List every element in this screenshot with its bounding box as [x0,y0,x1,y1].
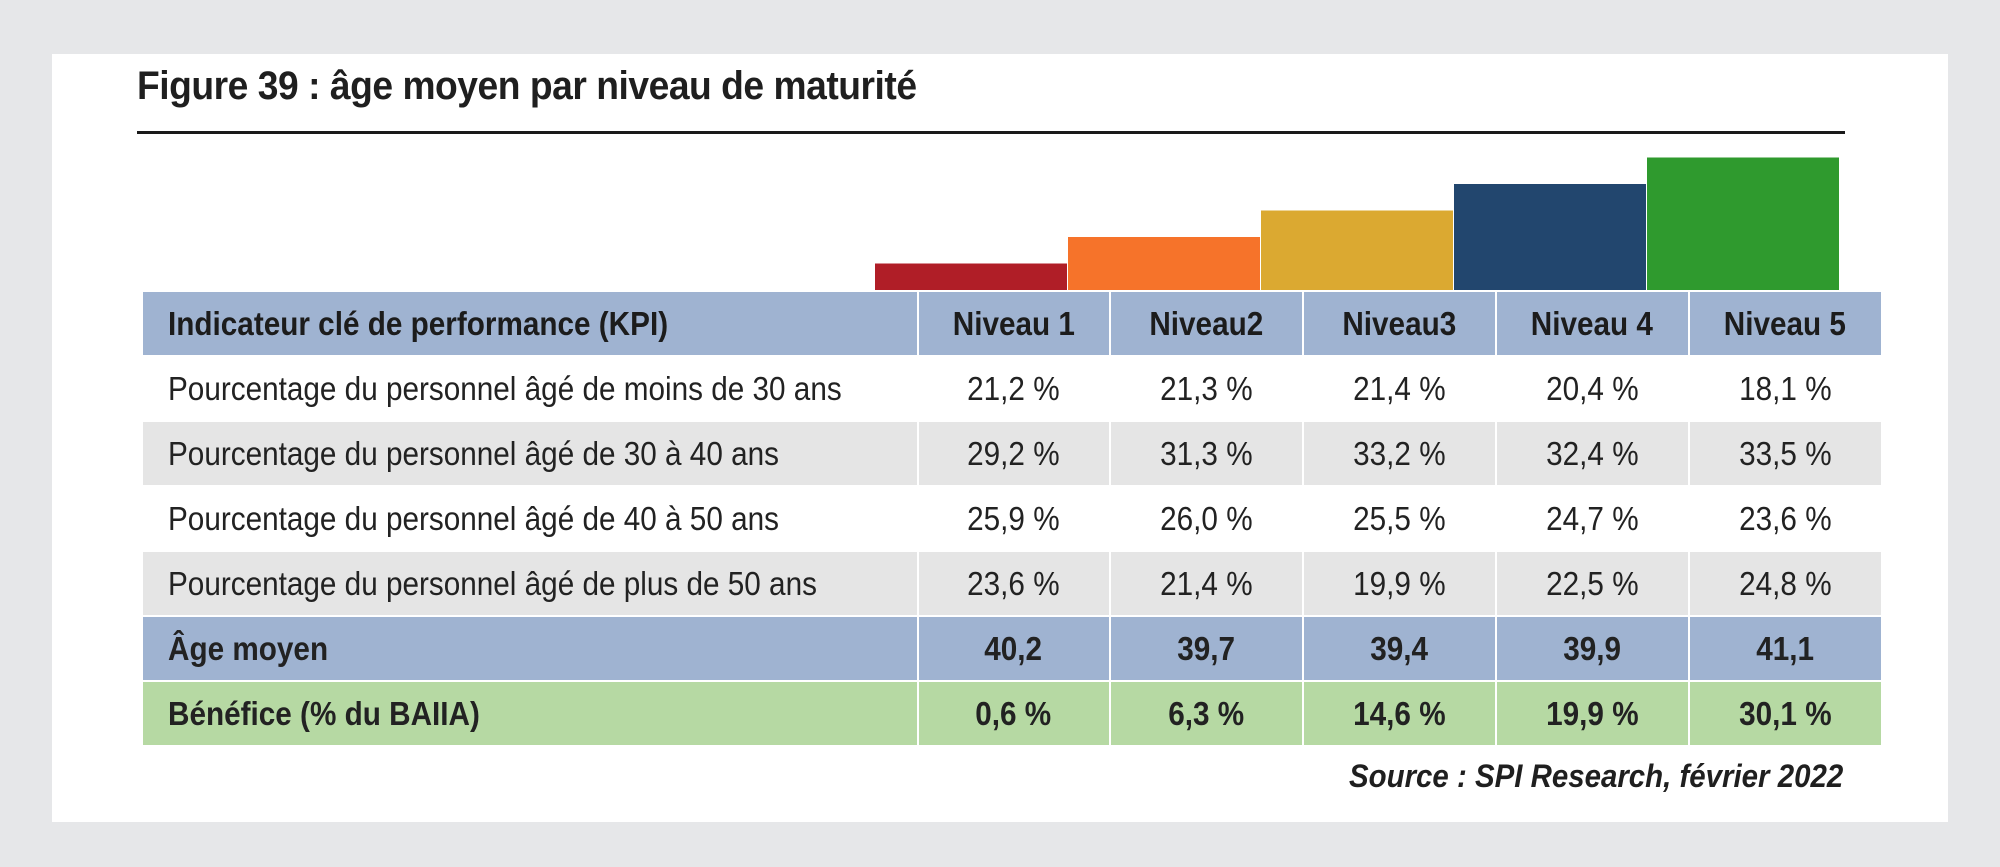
row-label: Pourcentage du personnel âgé de moins de… [141,355,919,422]
row-label: Bénéfice (% du BAIIA) [141,680,919,747]
cell-value: 26,0 % [1108,485,1304,552]
table-row: Pourcentage du personnel âgé de plus de … [141,550,1883,617]
header-level-3: Niveau3 [1301,290,1497,357]
maturity-step-3 [1261,210,1453,290]
cell-value: 21,3 % [1108,355,1304,422]
header-level-4: Niveau 4 [1494,290,1690,357]
maturity-step-2 [1068,237,1260,290]
cell-value: 6,3 % [1108,680,1304,747]
cell-value: 40,2 [916,615,1111,682]
title-underline [137,131,1845,134]
maturity-steps-graphic [875,157,1839,290]
cell-value: 22,5 % [1494,550,1690,617]
cell-value: 29,2 % [916,420,1111,487]
cell-value: 25,5 % [1301,485,1497,552]
source-note: Source : SPI Research, février 2022 [1348,758,1843,794]
header-level-1: Niveau 1 [916,290,1111,357]
row-label: Pourcentage du personnel âgé de plus de … [141,550,919,617]
row-label: Âge moyen [141,615,919,682]
table-header-row: Indicateur clé de performance (KPI) Nive… [141,290,1883,357]
maturity-step-5 [1647,157,1839,290]
cell-value: 19,9 % [1494,680,1690,747]
table-row: Pourcentage du personnel âgé de moins de… [141,355,1883,422]
maturity-step-1 [875,263,1067,290]
cell-value: 23,6 % [916,550,1111,617]
header-level-2: Niveau2 [1108,290,1304,357]
cell-value: 0,6 % [916,680,1111,747]
figure-title: Figure 39 : âge moyen par niveau de matu… [137,64,917,108]
cell-value: 21,4 % [1108,550,1304,617]
cell-value: 33,5 % [1687,420,1883,487]
maturity-step-4 [1454,184,1646,290]
cell-value: 32,4 % [1494,420,1690,487]
row-label: Pourcentage du personnel âgé de 30 à 40 … [141,420,919,487]
cell-value: 21,4 % [1301,355,1497,422]
cell-value: 39,4 [1301,615,1497,682]
cell-value: 24,7 % [1494,485,1690,552]
cell-value: 23,6 % [1687,485,1883,552]
cell-value: 31,3 % [1108,420,1304,487]
cell-value: 21,2 % [916,355,1111,422]
table-row: Pourcentage du personnel âgé de 30 à 40 … [141,420,1883,487]
cell-value: 19,9 % [1301,550,1497,617]
header-level-5: Niveau 5 [1687,290,1883,357]
benefit-row: Bénéfice (% du BAIIA) 0,6 % 6,3 % 14,6 %… [141,680,1883,747]
row-label: Pourcentage du personnel âgé de 40 à 50 … [141,485,919,552]
cell-value: 39,9 [1494,615,1690,682]
cell-value: 30,1 % [1687,680,1883,747]
cell-value: 25,9 % [916,485,1111,552]
cell-value: 18,1 % [1687,355,1883,422]
cell-value: 33,2 % [1301,420,1497,487]
cell-value: 41,1 [1687,615,1883,682]
cell-value: 14,6 % [1301,680,1497,747]
cell-value: 39,7 [1108,615,1304,682]
kpi-table: Indicateur clé de performance (KPI) Nive… [141,290,1883,747]
average-age-row: Âge moyen 40,2 39,7 39,4 39,9 41,1 [141,615,1883,682]
table-row: Pourcentage du personnel âgé de 40 à 50 … [141,485,1883,552]
cell-value: 24,8 % [1687,550,1883,617]
header-kpi: Indicateur clé de performance (KPI) [141,290,919,357]
cell-value: 20,4 % [1494,355,1690,422]
